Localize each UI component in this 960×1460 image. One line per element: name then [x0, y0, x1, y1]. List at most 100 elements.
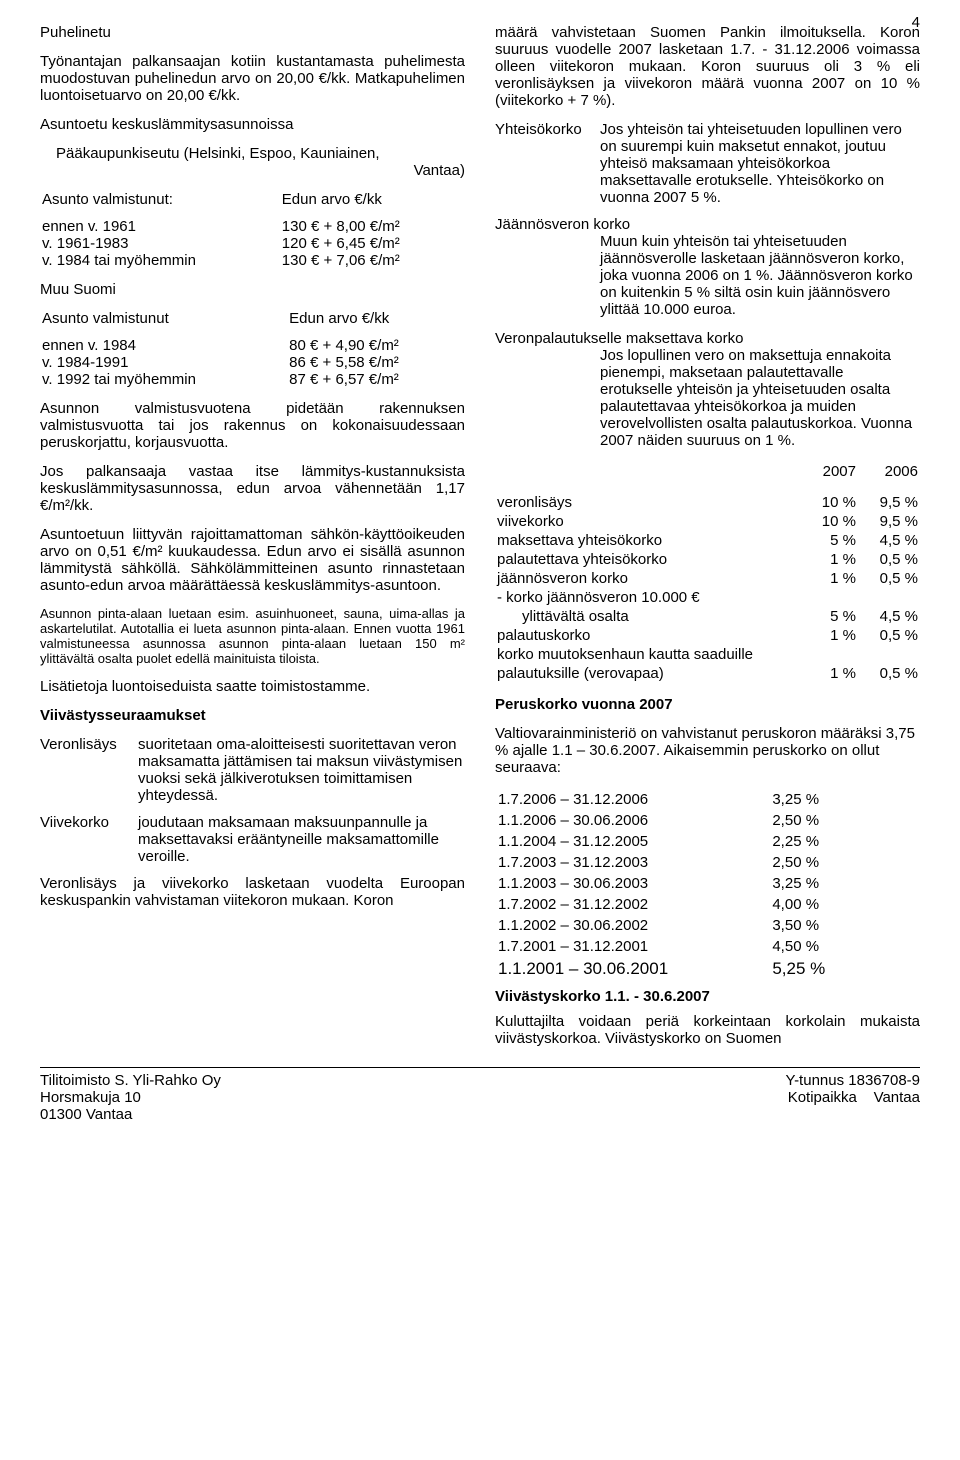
cell: 3,25 % — [771, 874, 918, 893]
heading-muusuomi: Muu Suomi — [40, 281, 465, 298]
footer-right: Y-tunnus 1836708-9 Kotipaikka Vantaa — [785, 1072, 920, 1123]
cell: palautuskorko — [497, 627, 794, 644]
th: Edun arvo €/kk — [280, 191, 465, 208]
th: Asunto valmistunut: — [40, 191, 280, 208]
table-row-highlight: 1.1.2001 – 30.06.20015,25 % — [497, 958, 918, 980]
right-column: määrä vahvistetaan Suomen Pankin ilmoitu… — [495, 24, 920, 1047]
cell: 86 € + 5,58 €/m² — [287, 354, 465, 371]
cell: ylittävältä osalta — [497, 608, 794, 625]
cell: 9,5 % — [858, 494, 918, 511]
cell: 10 % — [796, 494, 856, 511]
cell: 9,5 % — [858, 513, 918, 530]
def-yhteisokorko: Yhteisökorko Jos yhteisön tai yhteisetuu… — [495, 121, 920, 206]
para-sahko: Asuntoetuun liittyvän rajoittamattoman s… — [40, 526, 465, 594]
table-row: ennen v. 1984 80 € + 4,90 €/m² — [40, 337, 465, 354]
def-label: Viivekorko — [40, 814, 138, 865]
para-viivastyskorko: Kuluttajilta voidaan periä korkeintaan k… — [495, 1013, 920, 1047]
cell: 10 % — [796, 513, 856, 530]
table-row: 1.1.2006 – 30.06.20062,50 % — [497, 811, 918, 830]
cell: v. 1984-1991 — [40, 354, 287, 371]
cell: 1.1.2002 – 30.06.2002 — [497, 916, 769, 935]
para-koron-maara: määrä vahvistetaan Suomen Pankin ilmoitu… — [495, 24, 920, 109]
para-peruskorko: Valtiovarainministeriö on vahvistanut pe… — [495, 725, 920, 776]
footer-line: Horsmakuja 10 — [40, 1089, 221, 1106]
th: Edun arvo €/kk — [287, 310, 465, 327]
cell: - korko jäännösveron 10.000 € — [497, 589, 918, 606]
table-row: v. 1984 tai myöhemmin 130 € + 7,06 €/m² — [40, 252, 465, 269]
cell: 2,25 % — [771, 832, 918, 851]
left-column: Puhelinetu Työnantajan palkansaajan koti… — [40, 24, 465, 1047]
cell: 1.7.2002 – 31.12.2002 — [497, 895, 769, 914]
document-page: 4 Puhelinetu Työnantajan palkansaajan ko… — [0, 0, 960, 1460]
cell: 130 € + 8,00 €/m² — [280, 218, 465, 235]
cell: 4,00 % — [771, 895, 918, 914]
table-row: korko muutoksenhaun kautta saaduille — [497, 646, 918, 663]
table-row: 1.1.2003 – 30.06.20033,25 % — [497, 874, 918, 893]
page-number: 4 — [912, 14, 920, 31]
cell: ennen v. 1961 — [40, 218, 280, 235]
page-footer: Tilitoimisto S. Yli-Rahko Oy Horsmakuja … — [40, 1067, 920, 1123]
para-lammitys: Jos palkansaaja vastaa itse lämmitys-kus… — [40, 463, 465, 514]
table-row: palautuskorko 1 % 0,5 % — [497, 627, 918, 644]
cell: 1.1.2004 – 31.12.2005 — [497, 832, 769, 851]
cell: 1.7.2006 – 31.12.2006 — [497, 790, 769, 809]
heading-viivastys: Viivästysseuraamukset — [40, 707, 465, 724]
block-jaannosveron-korko: Jäännösveron korko Muun kuin yhteisön ta… — [495, 216, 920, 318]
table-row: jäännösveron korko 1 % 0,5 % — [497, 570, 918, 587]
para-puhelinetu: Työnantajan palkansaajan kotiin kustanta… — [40, 53, 465, 104]
table-row: ylittävältä osalta 5 % 4,5 % — [497, 608, 918, 625]
def-text: suoritetaan oma-aloitteisesti suoritetta… — [138, 736, 465, 804]
cell: 4,5 % — [858, 532, 918, 549]
cell: 1.7.2001 – 31.12.2001 — [497, 937, 769, 956]
table-row: v. 1992 tai myöhemmin 87 € + 6,57 €/m² — [40, 371, 465, 388]
para-valmistusvuosi: Asunnon valmistusvuotena pidetään rakenn… — [40, 400, 465, 451]
text-line: Vantaa) — [56, 162, 465, 179]
cell: 3,25 % — [771, 790, 918, 809]
cell: 87 € + 6,57 €/m² — [287, 371, 465, 388]
table-row: 1.7.2002 – 31.12.20024,00 % — [497, 895, 918, 914]
footer-line: Kotipaikka Vantaa — [785, 1089, 920, 1106]
cell: 5 % — [796, 608, 856, 625]
cell: 1 % — [796, 665, 856, 682]
table-asunto-pk: Asunto valmistunut: Edun arvo €/kk ennen… — [40, 191, 465, 269]
footer-line: Tilitoimisto S. Yli-Rahko Oy — [40, 1072, 221, 1089]
cell: v. 1984 tai myöhemmin — [40, 252, 280, 269]
table-row: 1.1.2004 – 31.12.20052,25 % — [497, 832, 918, 851]
th: 2006 — [858, 463, 918, 480]
sub-heading: Veronpalautukselle maksettava korko — [495, 330, 920, 347]
th: Asunto valmistunut — [40, 310, 287, 327]
para: Muun kuin yhteisön tai yhteisetuuden jää… — [495, 233, 920, 318]
cell: jäännösveron korko — [497, 570, 794, 587]
cell: korko muutoksenhaun kautta saaduille — [497, 646, 918, 663]
cell: palautettava yhteisökorko — [497, 551, 794, 568]
cell: v. 1961-1983 — [40, 235, 280, 252]
cell: v. 1992 tai myöhemmin — [40, 371, 287, 388]
table-row: ennen v. 1961 130 € + 8,00 €/m² — [40, 218, 465, 235]
cell: 1.1.2001 – 30.06.2001 — [497, 958, 769, 980]
cell: 2,50 % — [771, 853, 918, 872]
para: Jos lopullinen vero on maksettuja ennako… — [495, 347, 920, 449]
heading-puhelinetu: Puhelinetu — [40, 24, 465, 41]
table-row: v. 1961-1983 120 € + 6,45 €/m² — [40, 235, 465, 252]
cell: palautuksille (verovapaa) — [497, 665, 794, 682]
cell: 1 % — [796, 627, 856, 644]
def-veronlisays: Veronlisäys suoritetaan oma-aloitteisest… — [40, 736, 465, 804]
cell: 0,5 % — [858, 551, 918, 568]
cell: 120 € + 6,45 €/m² — [280, 235, 465, 252]
table-asunto-muu: Asunto valmistunut Edun arvo €/kk ennen … — [40, 310, 465, 388]
cell: 0,5 % — [858, 627, 918, 644]
para-veronlisays-viivekorko: Veronlisäys ja viivekorko lasketaan vuod… — [40, 875, 465, 909]
table-header: Asunto valmistunut: Edun arvo €/kk — [40, 191, 465, 208]
def-text: Jos yhteisön tai yhteisetuuden lopulline… — [600, 121, 920, 206]
table-row: palautettava yhteisökorko 1 % 0,5 % — [497, 551, 918, 568]
cell: ennen v. 1984 — [40, 337, 287, 354]
cell: 1 % — [796, 551, 856, 568]
table-row: palautuksille (verovapaa) 1 % 0,5 % — [497, 665, 918, 682]
cell: maksettava yhteisökorko — [497, 532, 794, 549]
cell: 0,5 % — [858, 570, 918, 587]
cell: 80 € + 4,90 €/m² — [287, 337, 465, 354]
cell: 130 € + 7,06 €/m² — [280, 252, 465, 269]
table-row: 1.7.2006 – 31.12.20063,25 % — [497, 790, 918, 809]
cell: 5,25 % — [771, 958, 918, 980]
cell: 4,5 % — [858, 608, 918, 625]
